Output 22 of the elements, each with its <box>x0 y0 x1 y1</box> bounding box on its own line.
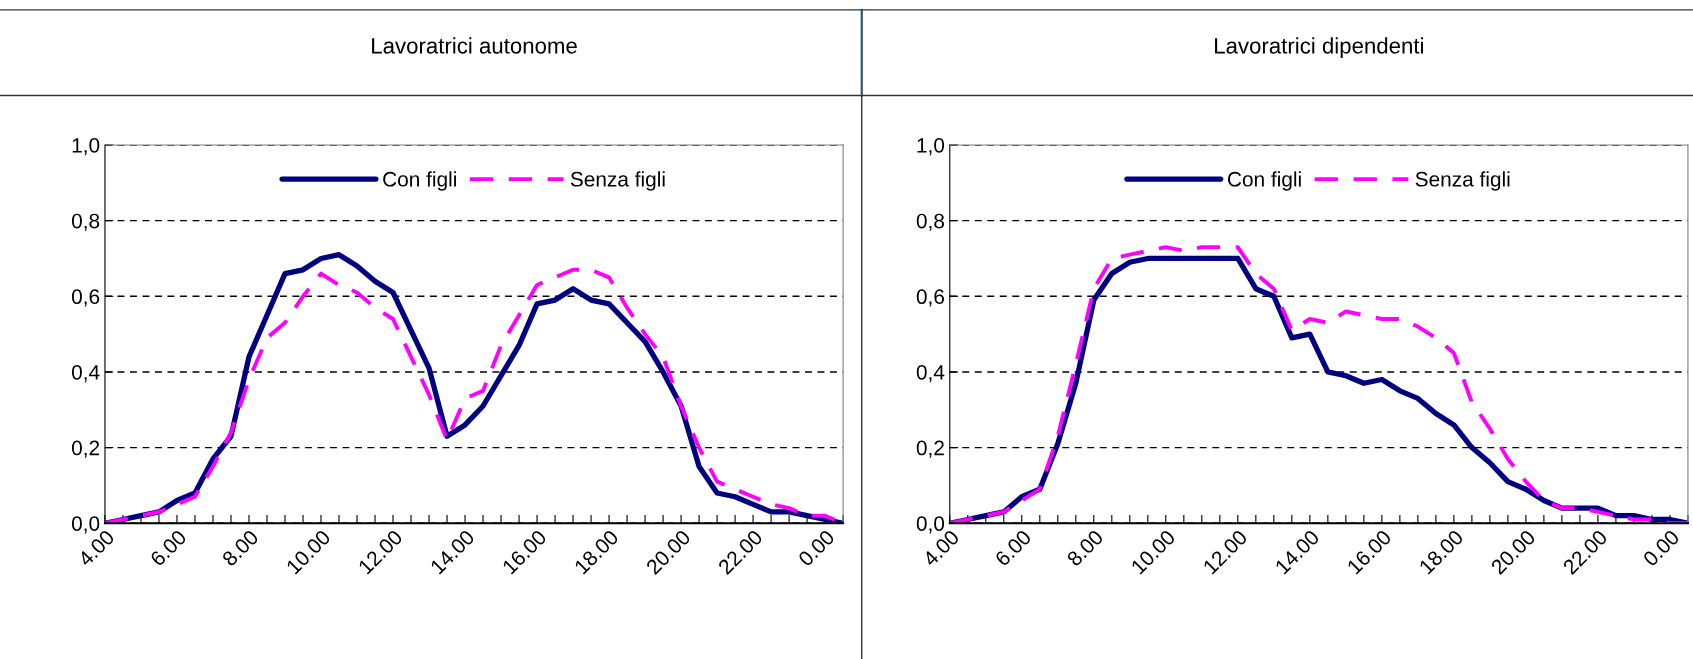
x-tick-label: 0.00 <box>1642 529 1681 568</box>
chart-title: Lavoratrici autonome <box>372 37 577 54</box>
x-tick-label: 6.00 <box>149 529 188 567</box>
x-tick-label: 6.00 <box>994 529 1033 567</box>
y-tick-label: 0,6 <box>71 289 100 307</box>
x-tick-label: 8.00 <box>221 529 260 567</box>
x-tick-label: 8.00 <box>1066 529 1105 567</box>
y-tick-label: 0,2 <box>916 440 944 458</box>
y-tick-label: 0,2 <box>71 440 100 458</box>
y-tick-label: 1,0 <box>917 137 945 156</box>
legend-label: Con figli <box>383 171 456 191</box>
y-tick-label: 0,6 <box>916 289 944 307</box>
y-tick-label: 0,4 <box>71 364 100 383</box>
chart-title: Lavoratrici dipendenti <box>1215 37 1423 59</box>
x-tick-label: 0.00 <box>797 529 836 568</box>
legend-label: Con figli <box>1227 171 1301 191</box>
y-tick-label: 0,4 <box>916 364 945 383</box>
y-tick-label: 0,8 <box>71 213 100 231</box>
y-tick-label: 1,0 <box>72 137 100 156</box>
legend-label: Senza figli <box>570 171 665 191</box>
y-tick-label: 0,8 <box>916 213 945 231</box>
legend-label: Senza figli <box>1415 171 1510 191</box>
